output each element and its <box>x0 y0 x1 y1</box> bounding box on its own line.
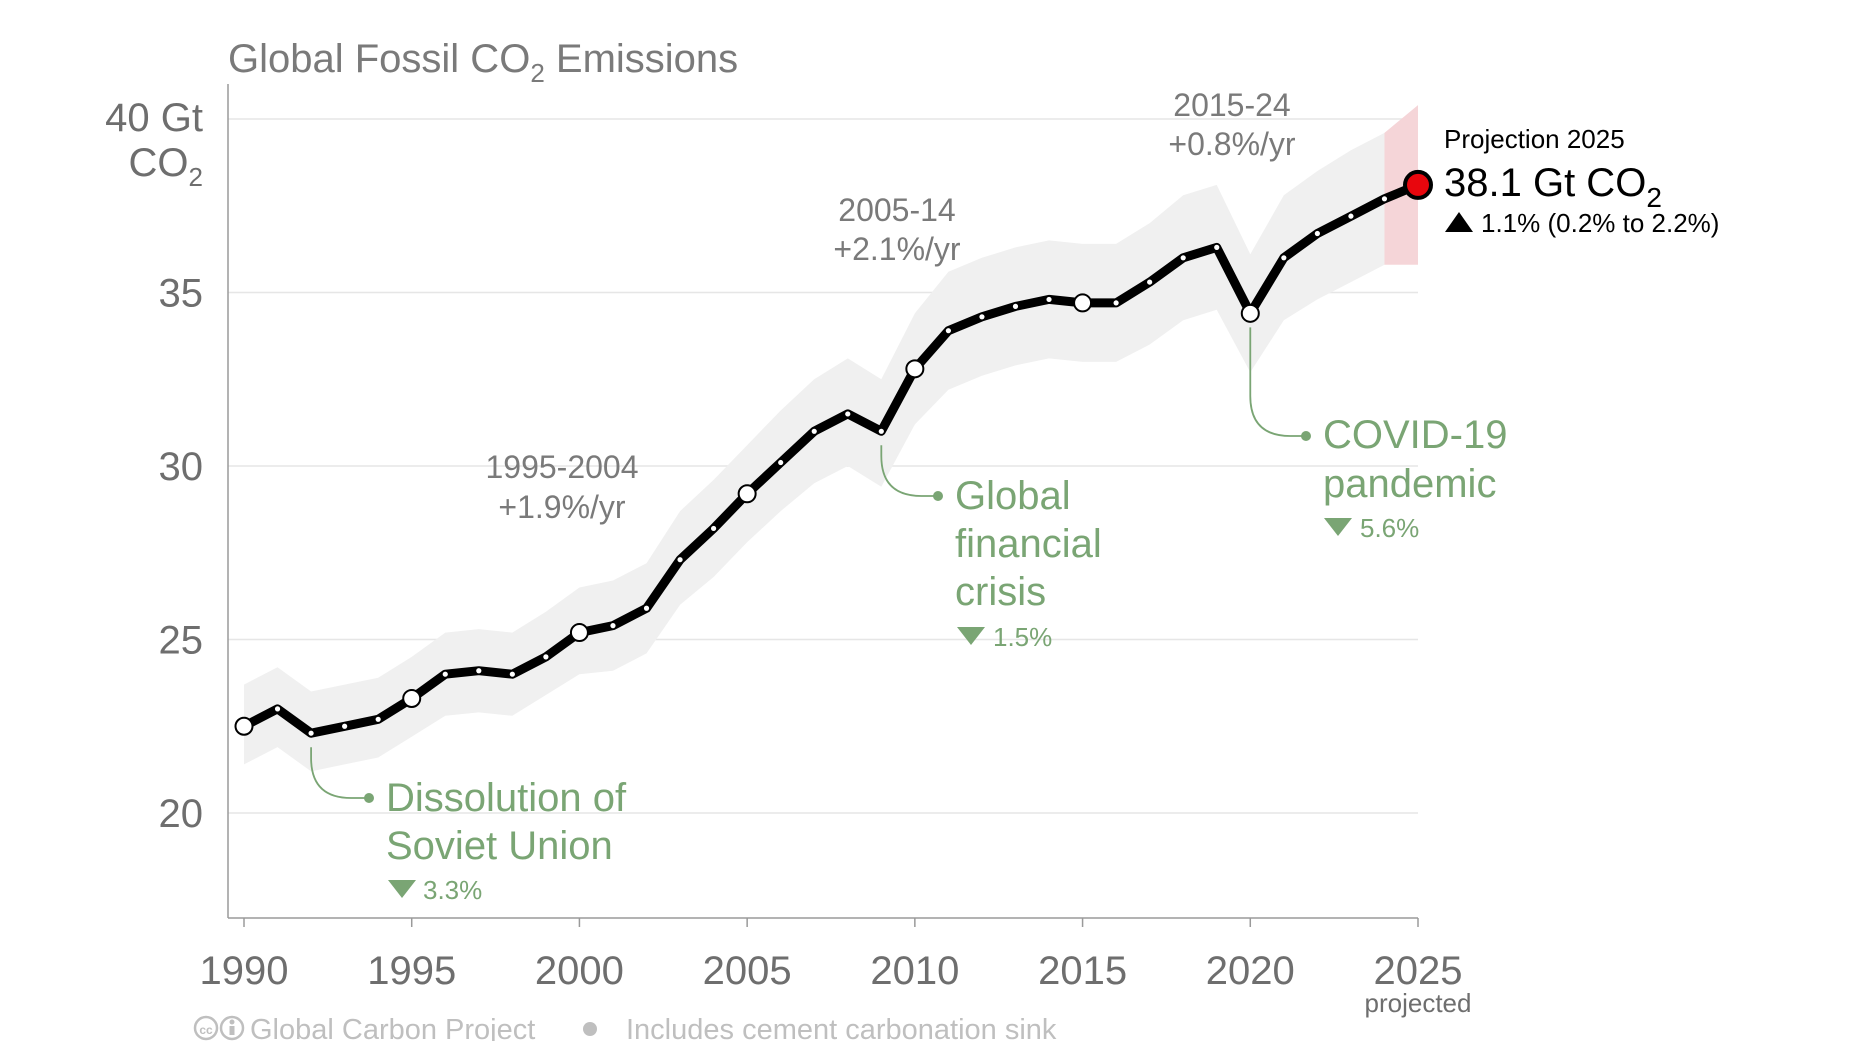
data-point-2019 <box>1214 244 1220 250</box>
projection-uncertainty-band <box>1384 105 1418 265</box>
svg-text:cc: cc <box>199 1023 213 1037</box>
data-point-1992 <box>308 730 314 736</box>
data-point-2004 <box>711 525 717 532</box>
down-triangle-icon <box>1324 518 1352 536</box>
event-financial-line3: crisis <box>955 570 1046 614</box>
data-point-2017 <box>1147 279 1153 285</box>
period-rate-2005-14: +2.1%/yr <box>833 231 961 267</box>
event-soviet-line1: Dissolution of <box>386 776 627 820</box>
data-point-2025-projection <box>1403 169 1433 200</box>
event-financial-change: 1.5% <box>993 622 1052 652</box>
y-axis-tick-labels: 20 25 30 35 <box>159 272 204 837</box>
projection-change: 1.1% (0.2% to 2.2%) <box>1481 208 1719 238</box>
up-triangle-icon <box>1445 212 1473 232</box>
event-leader-1992 <box>310 747 369 799</box>
event-leader-2009 <box>880 445 938 497</box>
data-point-2006 <box>778 459 784 466</box>
uncertainty-band-area <box>244 132 1385 772</box>
data-point-2001 <box>610 623 616 629</box>
event-covid-line1: COVID-19 <box>1323 413 1508 457</box>
cc-by-icons: cc <box>193 1015 245 1041</box>
x-tick-label-1995: 1995 <box>367 949 456 993</box>
x-tick-sublabel-projected: projected <box>1365 988 1472 1018</box>
event-covid-line2: pandemic <box>1323 462 1496 506</box>
x-tick-label-1990: 1990 <box>200 949 289 993</box>
x-tick-label-2010: 2010 <box>870 949 959 993</box>
event-leader-dot-2009 <box>933 491 943 501</box>
event-leader-2020 <box>1249 327 1306 437</box>
footer-bullet <box>583 1022 597 1036</box>
data-point-2024 <box>1381 196 1388 202</box>
data-point-2023 <box>1348 213 1354 219</box>
emissions-series <box>234 169 1433 738</box>
y-unit-label-line1: 40 Gt <box>105 96 203 140</box>
period-label-1995-2004: 1995-2004 <box>485 449 638 485</box>
down-triangle-icon <box>388 880 416 898</box>
data-point-2016 <box>1113 300 1119 306</box>
x-tick-label-2020: 2020 <box>1206 949 1295 993</box>
projection-label: Projection 2025 <box>1444 124 1625 154</box>
y-tick-label-35: 35 <box>159 272 204 316</box>
data-point-2005 <box>737 484 757 504</box>
data-point-2022 <box>1314 230 1320 237</box>
y-tick-label-30: 30 <box>159 445 204 489</box>
footer-note: Includes cement carbonation sink <box>626 1014 1057 1041</box>
data-point-1998 <box>509 671 515 677</box>
data-point-2015 <box>1073 293 1093 313</box>
chart-title: Global Fossil CO2 Emissions <box>228 37 738 88</box>
period-rate-1995-2004: +1.9%/yr <box>498 489 626 525</box>
emissions-line <box>239 180 1423 738</box>
data-point-2011 <box>945 328 952 334</box>
data-point-2020 <box>1240 303 1260 323</box>
data-point-1995 <box>402 688 422 708</box>
data-point-2014 <box>1046 296 1052 303</box>
data-point-2000 <box>569 623 589 643</box>
x-tick-label-2025: 2025 <box>1374 949 1463 993</box>
event-soviet-line2: Soviet Union <box>386 824 613 868</box>
event-covid-change: 5.6% <box>1360 513 1419 543</box>
y-tick-label-20: 20 <box>159 792 204 836</box>
event-financial-line2: financial <box>955 522 1102 566</box>
projection-value: 38.1 Gt CO2 <box>1444 161 1662 213</box>
data-point-2008 <box>845 411 851 417</box>
data-point-1996 <box>442 671 448 677</box>
data-point-1990 <box>234 716 254 736</box>
period-label-2005-14: 2005-14 <box>838 192 955 228</box>
footer-source: Global Carbon Project <box>250 1014 535 1041</box>
data-point-2013 <box>1012 303 1019 309</box>
event-leader-dot-1992 <box>364 793 374 803</box>
data-point-2009 <box>878 428 884 434</box>
data-point-2021 <box>1281 255 1287 261</box>
period-rate-2015-24: +0.8%/yr <box>1168 126 1296 162</box>
period-label-2015-24: 2015-24 <box>1173 87 1290 123</box>
data-point-2010 <box>905 359 925 379</box>
y-unit-label-line2: CO2 <box>129 141 203 192</box>
data-point-1991 <box>274 706 281 712</box>
data-point-1999 <box>543 654 549 660</box>
data-point-2003 <box>677 557 683 563</box>
event-leader-lines <box>310 327 1311 803</box>
data-point-2002 <box>643 605 650 611</box>
event-financial-line1: Global <box>955 474 1071 518</box>
data-point-1994 <box>375 716 381 722</box>
down-triangle-icon <box>957 627 985 645</box>
data-point-2012 <box>979 314 985 320</box>
data-point-1993 <box>342 723 348 729</box>
uncertainty-band <box>244 105 1418 772</box>
axes <box>227 84 1419 927</box>
x-axis-tick-labels: 1990 1995 2000 2005 2010 2015 2020 2025projecte… <box>200 949 1472 1018</box>
data-point-2018 <box>1180 255 1186 261</box>
data-point-2007 <box>811 428 817 434</box>
x-tick-label-2015: 2015 <box>1038 949 1127 993</box>
x-tick-label-2000: 2000 <box>535 949 624 993</box>
x-tick-label-2005: 2005 <box>703 949 792 993</box>
data-point-1997 <box>476 668 482 674</box>
y-tick-label-25: 25 <box>159 619 204 663</box>
event-soviet-change: 3.3% <box>423 875 482 905</box>
event-leader-dot-2020 <box>1301 431 1311 441</box>
